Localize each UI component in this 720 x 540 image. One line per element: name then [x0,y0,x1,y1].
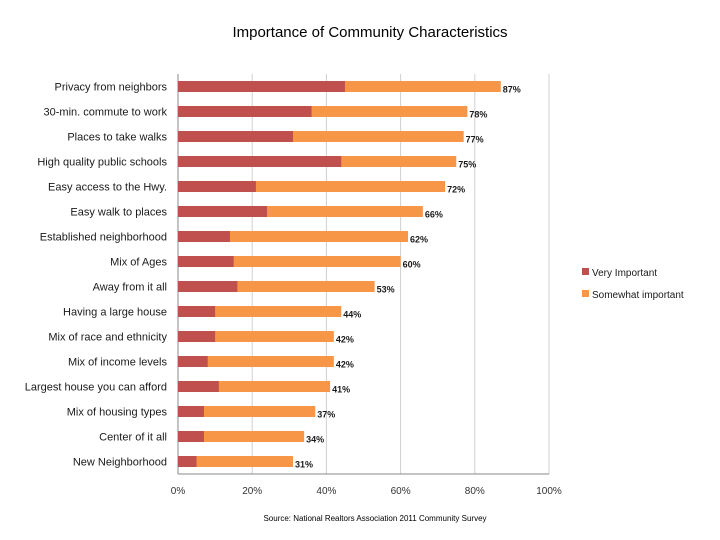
bar-somewhat-important [178,306,342,317]
bar-very-important [178,106,312,117]
category-label: Easy walk to places [70,207,167,219]
data-label: 37% [317,410,335,420]
category-label: Privacy from neighbors [55,82,168,94]
bar-somewhat-important [178,406,316,417]
bar-somewhat-important [178,456,294,467]
bar-somewhat-important [178,356,334,367]
bar-somewhat-important [178,231,409,242]
category-label: Places to take walks [67,132,167,144]
bar-very-important [178,356,208,367]
legend-label: Somewhat important [592,290,684,301]
legend: Very Important Somewhat important [582,268,684,301]
data-label: 66% [425,210,443,220]
category-label: Away from it all [93,282,167,294]
x-tick-label: 20% [242,486,262,497]
data-label: 60% [403,260,421,270]
category-label: 30-min. commute to work [44,107,168,119]
data-label: 42% [336,360,354,370]
x-tick-label: 80% [465,486,485,497]
category-label: New Neighborhood [73,457,167,469]
category-label: Mix of housing types [67,407,168,419]
bar-somewhat-important [178,206,423,217]
bars [178,81,501,467]
data-label: 77% [466,135,484,145]
legend-swatch [582,268,589,275]
data-label: 78% [469,110,487,120]
category-label: Center of it all [99,432,167,444]
bar-somewhat-important [178,431,305,442]
bar-somewhat-important [178,106,468,117]
bar-very-important [178,256,234,267]
category-labels: Privacy from neighbors 30-min. commute to… [25,82,168,469]
bar-very-important [178,231,230,242]
bar-very-important [178,156,342,167]
category-label: Having a large house [63,307,167,319]
bar-very-important [178,381,219,392]
data-label: 34% [306,435,324,445]
data-label: 31% [295,460,313,470]
bar-somewhat-important [178,256,401,267]
bar-somewhat-important [178,381,331,392]
bar-very-important [178,206,268,217]
bar-very-important [178,81,345,92]
x-axis-ticks: 0% 20% 40% 60% 80% 100% [171,486,562,497]
data-label: 62% [410,235,428,245]
bar-very-important [178,331,216,342]
bar-very-important [178,406,204,417]
bar-very-important [178,456,197,467]
category-label: Easy access to the Hwy. [48,182,167,194]
bar-somewhat-important [178,181,446,192]
x-tick-label: 40% [316,486,336,497]
legend-swatch [582,290,589,297]
category-label: Established neighborhood [40,232,167,244]
chart-title: Importance of Community Characteristics [232,24,508,41]
x-tick-label: 0% [171,486,186,497]
bar-somewhat-important [178,331,334,342]
bar-very-important [178,131,294,142]
source-note: Source: National Realtors Association 20… [263,514,487,523]
data-label: 53% [377,285,395,295]
data-label: 72% [447,185,465,195]
x-tick-label: 60% [391,486,411,497]
data-label: 42% [336,335,354,345]
category-label: Mix of race and ethnicity [48,332,167,344]
bar-very-important [178,281,238,292]
data-labels: 87% 78% 77% 75% 72% 66% 62% 60% 53% 44% 42% 42% 41% 3… [295,85,521,470]
data-label: 41% [332,385,350,395]
category-label: Largest house you can afford [25,382,167,394]
category-label: Mix of Ages [110,257,167,269]
bar-very-important [178,306,216,317]
bar-somewhat-important [178,281,375,292]
category-label: Mix of income levels [68,357,168,369]
data-label: 75% [458,160,476,170]
bar-very-important [178,431,204,442]
bar-very-important [178,181,256,192]
category-label: High quality public schools [37,157,167,169]
legend-label: Very Important [592,268,657,279]
bar-somewhat-important [178,131,464,142]
data-label: 44% [343,310,361,320]
data-label: 87% [503,85,521,95]
x-tick-label: 100% [536,486,562,497]
